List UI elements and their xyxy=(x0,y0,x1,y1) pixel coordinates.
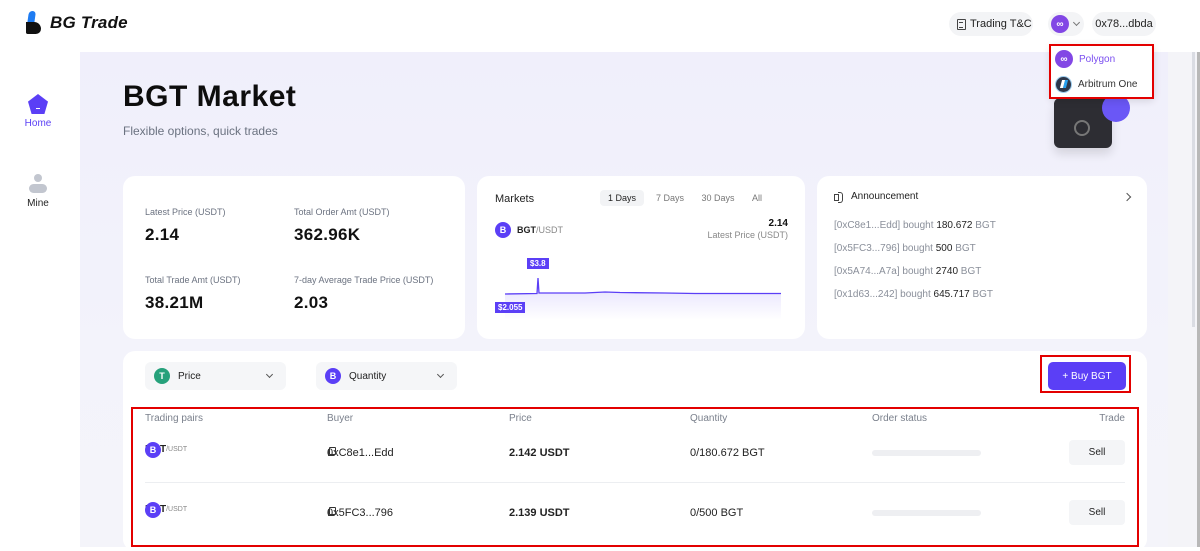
col-quantity: Quantity xyxy=(690,413,728,424)
bgt-coin-icon: B xyxy=(145,441,161,458)
bgt-coin-icon: B xyxy=(145,501,161,518)
tab-1-days[interactable]: 1 Days xyxy=(600,190,644,206)
chart-high-tag: $3.8 xyxy=(527,258,549,269)
col-trade: Trade xyxy=(1099,413,1125,424)
announcement-item: [0x5A74...A7a] bought 2740 BGT xyxy=(834,266,982,277)
price-line-chart xyxy=(504,277,781,320)
home-icon xyxy=(28,94,48,114)
order-price: 2.142 USDT xyxy=(509,447,570,459)
stat-7day-avg-price: 7-day Average Trade Price (USDT) 2.03 xyxy=(294,275,434,312)
stats-card: Latest Price (USDT) 2.14 Total Order Amt… xyxy=(123,176,465,339)
announcement-item: [0xC8e1...Edd] bought 180.672 BGT xyxy=(834,220,996,231)
table-row: B BGT/USDT 0xC8e1...Edd 2.142 USDT 0/180… xyxy=(145,423,1125,483)
sidebar: Home Mine xyxy=(0,52,80,547)
announcement-item: [0x1d63...242] bought 645.717 BGT xyxy=(834,289,994,300)
sidebar-item-label: Home xyxy=(24,118,52,129)
order-progress-bar xyxy=(872,450,981,456)
polygon-icon: ∞ xyxy=(1051,15,1069,33)
document-icon xyxy=(957,18,966,30)
col-order-status: Order status xyxy=(872,413,928,424)
announcement-title: Announcement xyxy=(851,191,919,202)
tab-all[interactable]: All xyxy=(751,193,762,203)
price-sort-select[interactable]: T Price xyxy=(145,362,286,390)
sidebar-item-label: Mine xyxy=(27,198,49,209)
tab-7-days[interactable]: 7 Days xyxy=(655,193,684,203)
scrollbar-thumb[interactable] xyxy=(1192,52,1195,327)
announcement-list: [0xC8e1...Edd] bought 180.672 BGT [0x5FC… xyxy=(834,220,996,312)
brand-name: BG Trade xyxy=(50,13,128,32)
wallet-illustration xyxy=(1054,94,1134,149)
chevron-down-icon xyxy=(265,370,274,379)
chart-low-tag: $2.055 xyxy=(495,302,526,313)
quantity-sort-select[interactable]: B Quantity xyxy=(316,362,457,390)
market-pair: B BGT/USDT xyxy=(495,222,563,238)
orders-card: T Price B Quantity + Buy BGT Trading pai… xyxy=(123,351,1147,551)
bgt-coin-icon: B xyxy=(325,368,341,384)
col-price: Price xyxy=(509,413,532,424)
buy-bgt-button[interactable]: + Buy BGT xyxy=(1048,362,1126,390)
timeframe-tabs: 1 Days 7 Days 30 Days All xyxy=(600,190,770,206)
network-option-arbitrum[interactable]: Arbitrum One xyxy=(1055,76,1137,93)
polygon-icon: ∞ xyxy=(1055,50,1073,68)
network-option-polygon[interactable]: ∞ Polygon xyxy=(1055,50,1115,68)
trading-pair: B BGT/USDT xyxy=(145,441,187,458)
sidebar-item-mine[interactable]: Mine xyxy=(0,174,76,209)
brand-logo[interactable]: BG Trade xyxy=(26,11,128,35)
announcement-item: [0x5FC3...796] bought 500 BGT xyxy=(834,243,976,254)
stat-total-trade-amt: Total Trade Amt (USDT) 38.21M xyxy=(145,275,241,312)
bgt-coin-icon: B xyxy=(495,222,511,238)
stat-total-order-amt: Total Order Amt (USDT) 362.96K xyxy=(294,207,390,244)
main-content: BGT Market Flexible options, quick trade… xyxy=(80,52,1168,551)
wallet-address-button[interactable]: 0x78...dbda xyxy=(1092,12,1156,36)
sell-button[interactable]: Sell xyxy=(1069,500,1125,525)
arbitrum-icon xyxy=(1055,76,1072,93)
order-price: 2.139 USDT xyxy=(509,507,570,519)
page-title: BGT Market xyxy=(123,80,297,113)
tether-icon: T xyxy=(154,368,170,384)
chevron-down-icon xyxy=(436,370,445,379)
order-progress-bar xyxy=(872,510,981,516)
col-trading-pairs: Trading pairs xyxy=(145,413,203,424)
wallet-address: 0x78...dbda xyxy=(1095,18,1153,30)
announcement-header: Announcement xyxy=(834,191,919,203)
user-icon xyxy=(29,174,47,194)
stat-latest-price: Latest Price (USDT) 2.14 xyxy=(145,207,226,244)
top-bar: BG Trade Trading T&C ∞ 0x78...dbda xyxy=(0,0,1200,52)
page-subtitle: Flexible options, quick trades xyxy=(123,124,278,138)
sell-button[interactable]: Sell xyxy=(1069,440,1125,465)
sidebar-item-home[interactable]: Home xyxy=(0,94,76,129)
tab-30-days[interactable]: 30 Days xyxy=(701,193,735,203)
logo-icon xyxy=(26,11,42,35)
chevron-right-icon[interactable] xyxy=(1122,192,1132,202)
copy-icon[interactable] xyxy=(329,447,336,455)
speaker-icon xyxy=(834,191,846,203)
order-quantity: 0/500 BGT xyxy=(690,507,744,519)
col-buyer: Buyer xyxy=(327,413,354,424)
price-chart[interactable]: $3.8 $2.055 xyxy=(495,258,785,320)
network-selector[interactable]: ∞ xyxy=(1048,12,1084,36)
network-dropdown: ∞ Polygon Arbitrum One xyxy=(1050,44,1154,99)
copy-icon[interactable] xyxy=(329,507,336,515)
markets-card: Markets 1 Days 7 Days 30 Days All B BGT /… xyxy=(477,176,805,339)
trading-pair: B BGT/USDT xyxy=(145,501,187,518)
latest-price: 2.14 Latest Price (USDT) xyxy=(707,218,788,240)
trading-terms-button[interactable]: Trading T&C xyxy=(949,12,1033,36)
markets-title: Markets xyxy=(495,193,535,205)
scrollbar[interactable] xyxy=(1168,52,1200,547)
chevron-down-icon xyxy=(1072,18,1081,27)
order-quantity: 0/180.672 BGT xyxy=(690,447,765,459)
announcement-card: Announcement [0xC8e1...Edd] bought 180.6… xyxy=(817,176,1147,339)
trading-terms-label: Trading T&C xyxy=(970,18,1032,30)
table-row: B BGT/USDT 0x5FC3...796 2.139 USDT 0/500… xyxy=(145,483,1125,543)
